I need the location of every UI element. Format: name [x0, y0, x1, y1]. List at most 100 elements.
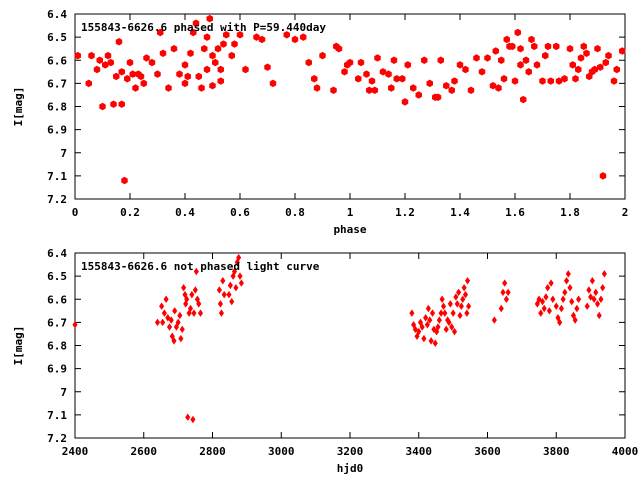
- data-point: [522, 56, 530, 64]
- data-point: [185, 413, 191, 421]
- data-point: [363, 70, 370, 78]
- data-point: [443, 81, 450, 90]
- data-point: [371, 86, 378, 95]
- data-point: [555, 314, 561, 322]
- data-point: [253, 33, 260, 41]
- y-tick-label: 6.9: [47, 124, 67, 137]
- data-point: [429, 309, 436, 317]
- x-tick-label: 1: [347, 206, 354, 219]
- data-point: [179, 325, 185, 334]
- data-point: [231, 267, 238, 276]
- data-point: [583, 49, 590, 58]
- data-point: [190, 28, 197, 37]
- data-point: [451, 77, 458, 85]
- data-point: [175, 318, 181, 327]
- data-point: [435, 323, 441, 331]
- data-point: [223, 31, 230, 39]
- y-tick-label: 6.6: [47, 293, 67, 306]
- data-point: [176, 70, 183, 78]
- data-point: [187, 49, 194, 58]
- data-point: [187, 304, 194, 313]
- data-point: [500, 75, 508, 83]
- data-point: [456, 61, 464, 69]
- data-point: [491, 316, 497, 324]
- data-point: [236, 253, 242, 262]
- data-point: [431, 325, 437, 334]
- data-point: [198, 84, 205, 92]
- data-point: [436, 316, 442, 324]
- data-point: [539, 77, 546, 85]
- data-point: [217, 77, 224, 85]
- y-tick-label: 7: [60, 147, 67, 160]
- data-point: [478, 68, 486, 76]
- x-tick-label: 1.4: [450, 206, 470, 219]
- data-point: [517, 44, 524, 53]
- x-tick-label: 0.8: [285, 206, 305, 219]
- data-point: [209, 51, 216, 60]
- data-point: [489, 81, 497, 90]
- x-tick-label: 1.6: [505, 206, 525, 219]
- data-point: [593, 288, 599, 297]
- data-point: [212, 58, 219, 67]
- data-point: [227, 281, 233, 290]
- data-point: [163, 295, 169, 303]
- data-point: [567, 283, 573, 292]
- data-point: [195, 72, 202, 81]
- data-point: [528, 35, 535, 44]
- data-point: [563, 277, 570, 285]
- plot-frame: [74, 13, 626, 200]
- data-point: [572, 316, 578, 324]
- data-point: [184, 72, 191, 81]
- data-point: [538, 309, 544, 317]
- data-point: [576, 295, 582, 303]
- data-point: [269, 79, 277, 88]
- data-point: [514, 28, 521, 37]
- data-point: [221, 290, 227, 299]
- data-point: [283, 31, 290, 39]
- data-point: [450, 309, 456, 317]
- data-point: [553, 302, 559, 310]
- data-point: [599, 172, 607, 180]
- data-point: [597, 63, 604, 71]
- data-point: [462, 65, 469, 74]
- data-point: [96, 56, 103, 64]
- data-point: [555, 77, 563, 85]
- data-point: [209, 81, 216, 90]
- data-point: [379, 68, 387, 76]
- data-point: [453, 293, 459, 301]
- data-point: [464, 309, 470, 317]
- y-tick-label: 7.1: [47, 409, 67, 422]
- data-point: [214, 44, 222, 53]
- data-point: [548, 279, 554, 287]
- data-point: [399, 75, 406, 83]
- data-point: [118, 100, 125, 108]
- data-point: [190, 415, 196, 424]
- data-point: [124, 75, 131, 83]
- data-point: [425, 304, 431, 313]
- data-point: [588, 293, 594, 301]
- y-tick-label: 6.5: [47, 270, 67, 283]
- data-point: [503, 35, 510, 44]
- data-point: [410, 84, 417, 92]
- data-point: [311, 75, 318, 83]
- y-tick-label: 7.2: [47, 432, 67, 445]
- data-point: [154, 318, 161, 327]
- data-point: [319, 51, 326, 60]
- data-point: [203, 33, 211, 41]
- y-tick-label: 7: [60, 386, 67, 399]
- data-point: [170, 44, 178, 53]
- data-point: [550, 295, 556, 303]
- unphased-light-curve-panel: 2400 2600 2800 3000 3200 3400 3600 3800 4000 6.4 6…: [12, 247, 638, 475]
- data-point: [565, 270, 571, 278]
- y-tick-label: 6.7: [47, 77, 67, 90]
- data-point: [121, 176, 128, 185]
- x-tick-label: 1.2: [395, 206, 415, 219]
- data-point: [404, 61, 411, 69]
- plot-frame: [74, 252, 626, 439]
- data-point: [562, 288, 568, 297]
- data-point: [233, 283, 239, 292]
- data-point: [451, 327, 458, 336]
- y-axis-title: I[mag]: [12, 87, 25, 127]
- data-point: [569, 61, 576, 69]
